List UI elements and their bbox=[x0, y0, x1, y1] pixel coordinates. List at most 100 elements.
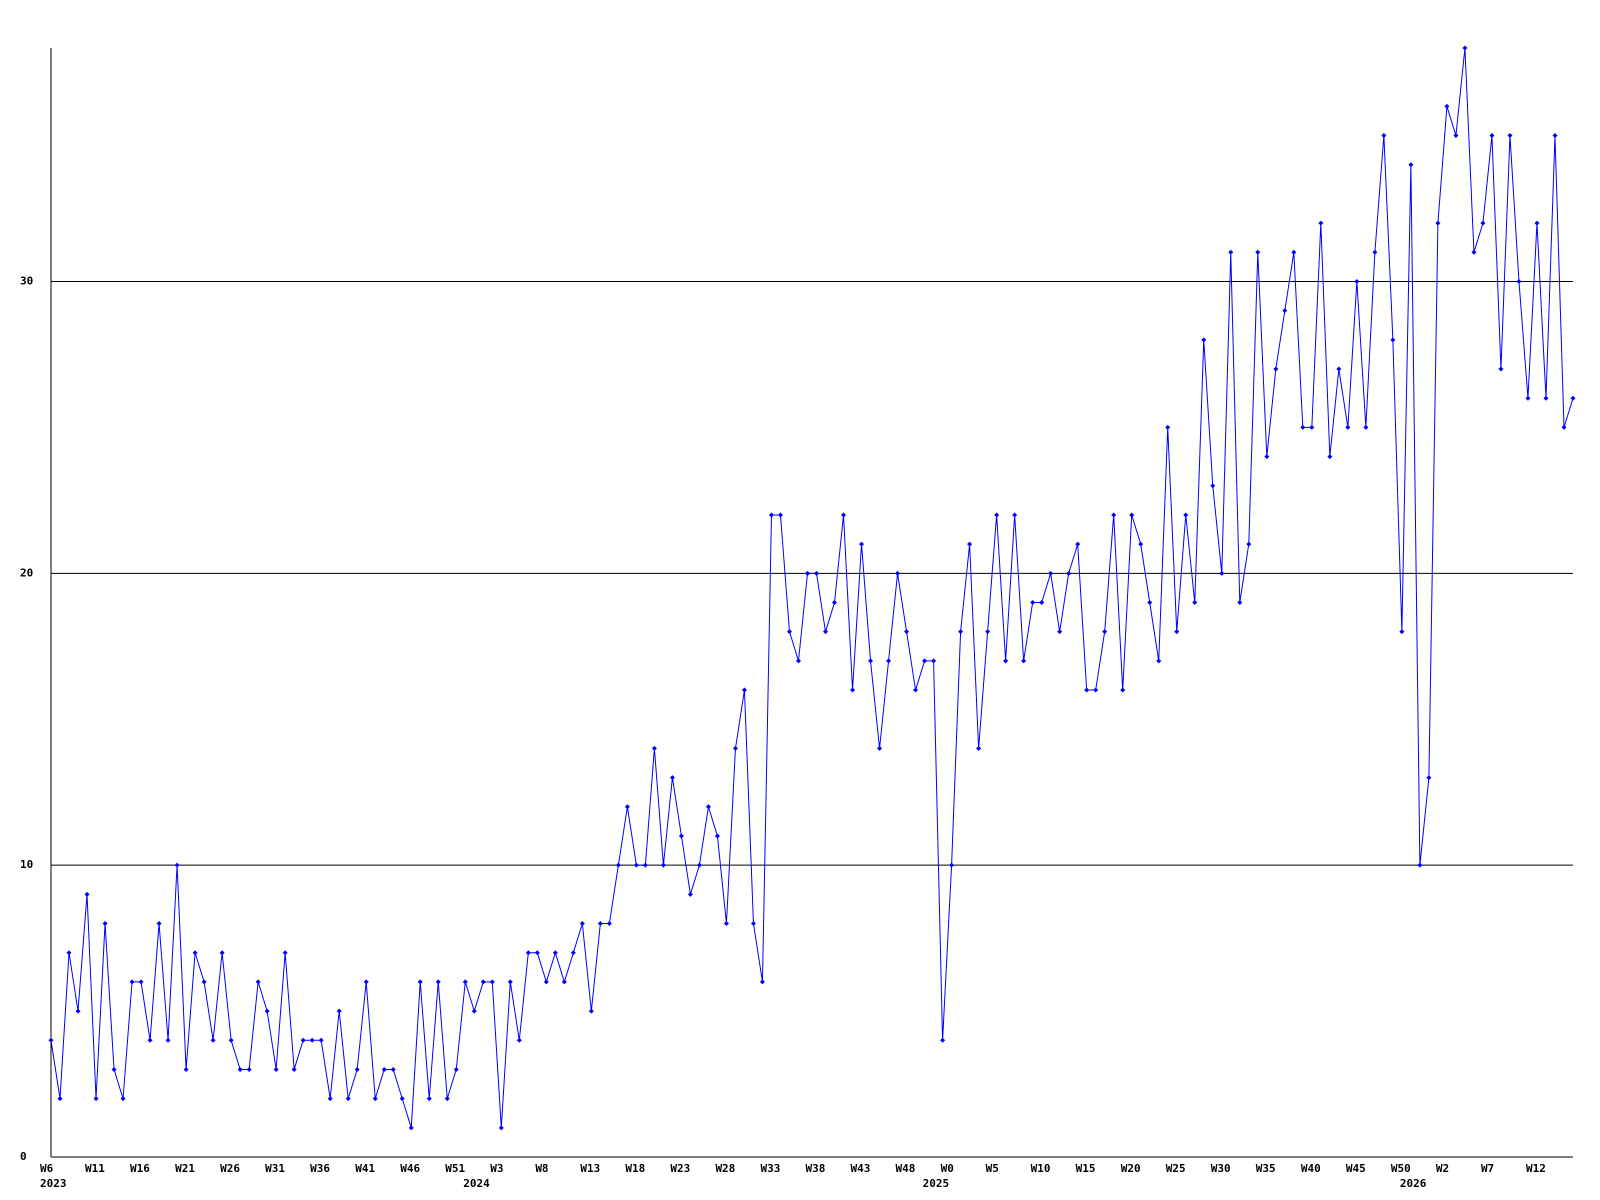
data-point bbox=[165, 1037, 171, 1043]
data-point bbox=[687, 891, 693, 897]
data-line bbox=[50, 47, 1574, 1128]
data-point bbox=[904, 629, 910, 635]
x-tick-label: W12 bbox=[1526, 1162, 1546, 1175]
data-point bbox=[1246, 541, 1252, 547]
x-tick-label: W21 bbox=[175, 1162, 195, 1175]
data-point bbox=[480, 979, 486, 985]
data-point bbox=[534, 950, 540, 956]
data-point bbox=[1498, 366, 1504, 372]
data-point bbox=[741, 687, 747, 693]
x-tick-label: W7 bbox=[1481, 1162, 1494, 1175]
data-point bbox=[678, 833, 684, 839]
x-tick-label: W35 bbox=[1256, 1162, 1276, 1175]
data-point bbox=[93, 1096, 99, 1102]
data-point bbox=[1462, 45, 1468, 51]
data-point bbox=[759, 979, 765, 985]
data-point bbox=[201, 979, 207, 985]
data-point bbox=[327, 1096, 333, 1102]
x-tick-label: W46 bbox=[400, 1162, 420, 1175]
data-point bbox=[1318, 220, 1324, 226]
data-point bbox=[660, 862, 666, 868]
data-point bbox=[516, 1037, 522, 1043]
data-point bbox=[57, 1096, 63, 1102]
data-point bbox=[561, 979, 567, 985]
data-point bbox=[1255, 249, 1261, 255]
data-point bbox=[850, 687, 856, 693]
x-tick-label: W38 bbox=[806, 1162, 826, 1175]
data-point bbox=[291, 1066, 297, 1072]
data-point bbox=[1156, 658, 1162, 664]
data-point bbox=[570, 950, 576, 956]
data-point bbox=[1237, 600, 1243, 605]
x-tick-label: W45 bbox=[1346, 1162, 1366, 1175]
data-point bbox=[624, 804, 630, 810]
data-point bbox=[1057, 629, 1063, 635]
data-point bbox=[1390, 337, 1396, 343]
x-tick-label: W23 bbox=[670, 1162, 690, 1175]
data-point bbox=[705, 804, 711, 810]
x-tick-label: W51 bbox=[445, 1162, 465, 1175]
data-point bbox=[985, 629, 991, 635]
data-point bbox=[1183, 512, 1189, 518]
data-point bbox=[336, 1008, 342, 1014]
year-label: 2025 bbox=[923, 1177, 950, 1190]
data-point bbox=[1165, 424, 1171, 430]
data-point bbox=[237, 1066, 243, 1072]
data-point bbox=[1435, 220, 1441, 226]
data-point bbox=[931, 658, 937, 664]
data-point bbox=[525, 950, 531, 956]
x-tick-label: W5 bbox=[986, 1162, 999, 1175]
data-point bbox=[615, 862, 621, 868]
data-point bbox=[390, 1066, 396, 1072]
data-point bbox=[1228, 249, 1234, 255]
data-point bbox=[823, 629, 829, 635]
data-point bbox=[868, 658, 874, 664]
x-tick-label: W48 bbox=[896, 1162, 916, 1175]
data-point bbox=[354, 1066, 360, 1072]
data-point bbox=[84, 891, 90, 897]
x-tick-label: W41 bbox=[355, 1162, 375, 1175]
data-point bbox=[633, 862, 639, 868]
data-point bbox=[426, 1096, 432, 1102]
data-point bbox=[507, 979, 513, 985]
data-point bbox=[696, 862, 702, 868]
x-tick-label: W30 bbox=[1211, 1162, 1231, 1175]
data-point bbox=[192, 950, 198, 956]
data-point bbox=[1192, 600, 1198, 605]
data-point bbox=[1066, 570, 1072, 576]
data-point bbox=[489, 979, 495, 985]
x-tick-label: W28 bbox=[715, 1162, 735, 1175]
data-point bbox=[1201, 337, 1207, 343]
data-point bbox=[345, 1096, 351, 1102]
data-point bbox=[1264, 454, 1270, 460]
data-point bbox=[1147, 600, 1153, 605]
data-point bbox=[877, 745, 883, 751]
data-point bbox=[1444, 103, 1450, 109]
data-point bbox=[1129, 512, 1135, 518]
data-point bbox=[399, 1096, 405, 1102]
data-point bbox=[1039, 600, 1045, 605]
data-point bbox=[1111, 512, 1117, 518]
data-point bbox=[1273, 366, 1279, 372]
data-point bbox=[183, 1066, 189, 1072]
data-point bbox=[777, 512, 783, 518]
data-point bbox=[579, 921, 585, 927]
data-point bbox=[264, 1008, 270, 1014]
data-point bbox=[462, 979, 468, 985]
data-point bbox=[543, 979, 549, 985]
x-tick-label: W25 bbox=[1166, 1162, 1186, 1175]
data-point bbox=[1399, 629, 1405, 635]
data-point bbox=[156, 921, 162, 927]
data-point bbox=[606, 921, 612, 927]
data-point bbox=[255, 979, 261, 985]
data-point bbox=[210, 1037, 216, 1043]
y-tick-label: 30 bbox=[20, 274, 33, 287]
data-point bbox=[1084, 687, 1090, 693]
x-tick-label: W43 bbox=[851, 1162, 871, 1175]
data-point bbox=[66, 950, 72, 956]
data-point bbox=[723, 921, 729, 927]
data-point bbox=[886, 658, 892, 664]
data-point bbox=[1507, 133, 1513, 139]
x-tick-label: W33 bbox=[760, 1162, 780, 1175]
